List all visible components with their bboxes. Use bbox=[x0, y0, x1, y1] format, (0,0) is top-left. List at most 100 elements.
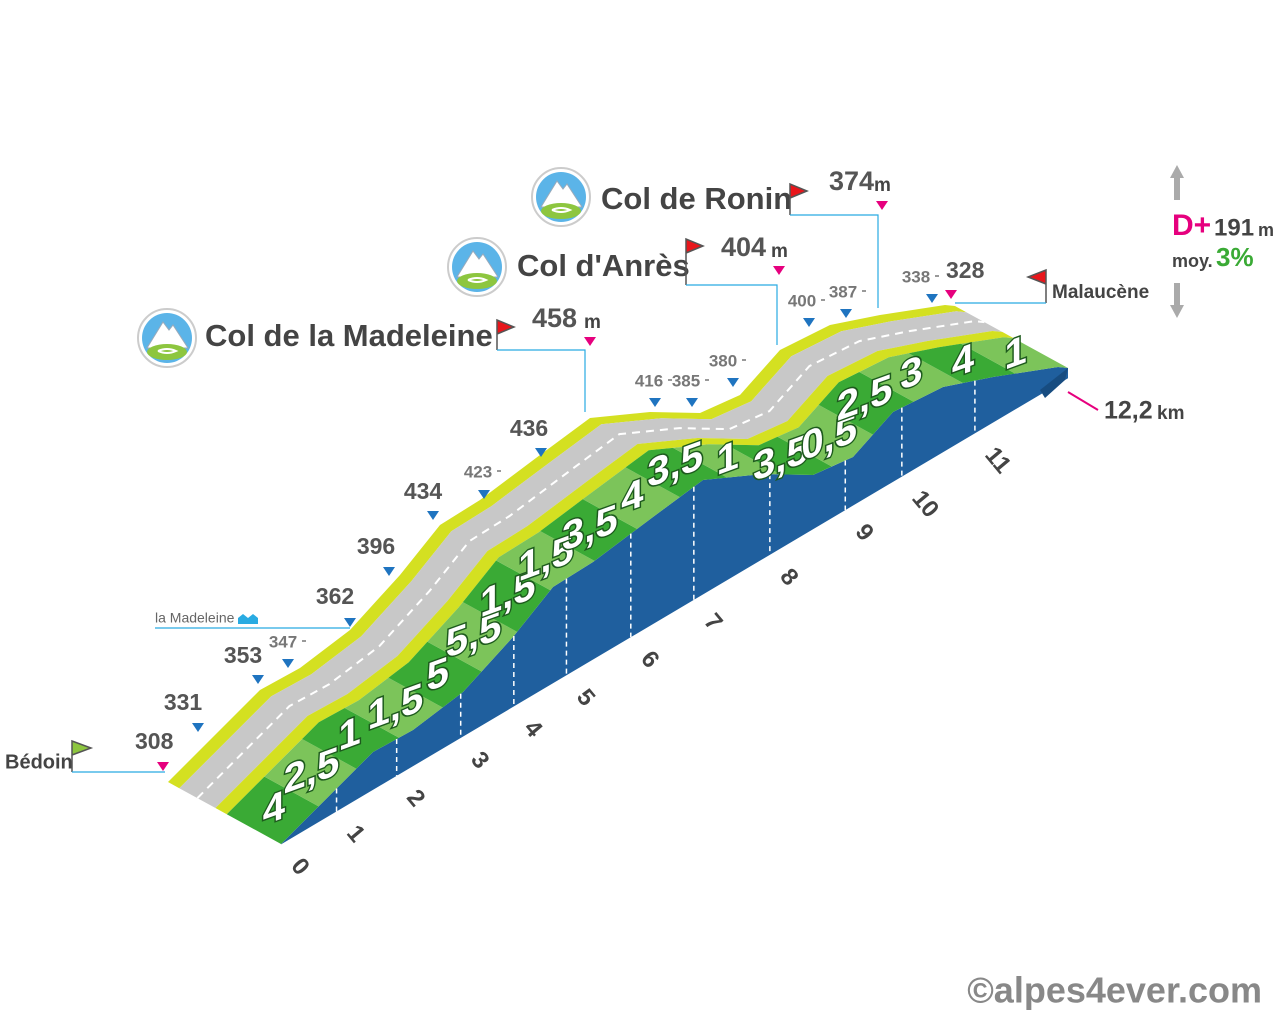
altitude: 396 bbox=[357, 533, 395, 559]
road bbox=[179, 311, 1003, 809]
gain: 191 bbox=[1214, 214, 1254, 241]
km-label: 4 bbox=[518, 715, 548, 743]
marker bbox=[773, 266, 785, 275]
avg: 3% bbox=[1216, 242, 1254, 272]
gradient-segment bbox=[388, 641, 482, 708]
gradient-segment bbox=[777, 404, 873, 467]
pass-altitude: 404 bbox=[721, 232, 766, 262]
wall-end bbox=[1040, 368, 1068, 398]
start-altitude: 308 bbox=[135, 728, 174, 754]
marker bbox=[686, 398, 698, 407]
start-name: Bédoin bbox=[5, 751, 73, 773]
marker bbox=[649, 398, 661, 407]
marker bbox=[584, 337, 596, 346]
connector bbox=[790, 214, 879, 308]
altitude: 434 bbox=[404, 478, 443, 504]
gain-label: D+ bbox=[1172, 209, 1211, 242]
gradient-label: 1 bbox=[339, 707, 361, 760]
gradient-segment bbox=[540, 499, 638, 561]
marker bbox=[945, 290, 957, 299]
km-label: 6 bbox=[635, 646, 664, 674]
flag bbox=[1025, 268, 1047, 303]
marker bbox=[427, 511, 439, 520]
village-icon bbox=[238, 614, 258, 624]
road-ribbon bbox=[168, 305, 1068, 845]
altitude: 436 bbox=[510, 415, 548, 441]
altitude: 353 bbox=[224, 642, 262, 668]
marker bbox=[840, 309, 852, 318]
unit: m bbox=[874, 175, 891, 196]
distance: 12,2 bbox=[1104, 397, 1153, 425]
gradient-segment bbox=[462, 560, 551, 632]
village-name: la Madeleine bbox=[155, 610, 235, 626]
km-label: 7 bbox=[698, 608, 727, 636]
pass-name: Col d'Anrès bbox=[517, 248, 690, 283]
flag bbox=[685, 237, 705, 285]
altitude: 338 bbox=[902, 267, 930, 286]
marker bbox=[478, 490, 490, 499]
altitude: 380 bbox=[709, 351, 737, 370]
gradient-segment bbox=[264, 738, 357, 807]
gradient-segment bbox=[302, 707, 399, 769]
pass-altitude: 374 bbox=[829, 166, 874, 196]
gradient-segment bbox=[726, 436, 832, 475]
arrow-up bbox=[1170, 165, 1184, 200]
km-label: 1 bbox=[341, 820, 370, 848]
finish-name: Malaucène bbox=[1052, 282, 1149, 303]
gradient-segment bbox=[427, 602, 518, 672]
marker bbox=[803, 318, 815, 327]
km-label: 3 bbox=[465, 747, 494, 775]
marker bbox=[926, 294, 938, 303]
pass-altitude: 458 bbox=[532, 303, 577, 333]
km-label: 8 bbox=[774, 563, 803, 591]
finish-altitude: 328 bbox=[946, 257, 985, 283]
km-label: 11 bbox=[979, 442, 1016, 479]
marker bbox=[727, 378, 739, 387]
pass-name: Col de la Madeleine bbox=[205, 318, 493, 353]
unit: m bbox=[1258, 220, 1274, 240]
marker bbox=[344, 618, 356, 627]
km-label: 9 bbox=[850, 519, 879, 547]
wall bbox=[281, 367, 1068, 845]
avg-label: moy. bbox=[1172, 251, 1213, 271]
pass-icon bbox=[447, 237, 507, 297]
marker bbox=[383, 567, 395, 576]
altitude: 416 bbox=[635, 371, 663, 390]
altitude: 387 bbox=[829, 282, 857, 301]
altitude: 331 bbox=[164, 689, 203, 715]
flag bbox=[496, 318, 516, 350]
gradient-segment bbox=[496, 531, 595, 591]
gradient-segment bbox=[859, 353, 963, 402]
gradient-segment bbox=[961, 337, 1068, 374]
gradient-segment bbox=[344, 677, 443, 738]
altitude: 423 bbox=[464, 462, 492, 481]
altitude: 400 bbox=[788, 291, 816, 310]
unit: km bbox=[1157, 403, 1184, 424]
marker bbox=[192, 723, 204, 732]
gradient-label: 3 bbox=[900, 346, 922, 399]
connector bbox=[686, 284, 778, 345]
marker bbox=[282, 659, 294, 668]
gradient-segment bbox=[226, 776, 319, 844]
distance-tick bbox=[1067, 391, 1099, 411]
marker bbox=[252, 675, 264, 684]
gradient-segment bbox=[818, 371, 914, 435]
gradient-label: 5 bbox=[427, 648, 449, 701]
altitude: 362 bbox=[316, 583, 354, 609]
flag bbox=[71, 739, 94, 772]
gradient-label: 1 bbox=[1005, 326, 1027, 379]
km-label: 5 bbox=[571, 684, 600, 712]
pass-name: Col de Ronin bbox=[601, 181, 792, 216]
gradient-segment bbox=[908, 343, 1016, 384]
unit: m bbox=[771, 241, 788, 262]
km-label: 10 bbox=[906, 485, 944, 523]
gradient-label: 1 bbox=[717, 431, 739, 484]
copyright: ©alpes4ever.com bbox=[967, 970, 1262, 1011]
gradient-segment bbox=[673, 444, 781, 478]
marker bbox=[876, 201, 888, 210]
connector bbox=[497, 349, 586, 412]
gradient-segment bbox=[582, 467, 680, 529]
center-line bbox=[196, 320, 985, 799]
gradient-segment bbox=[625, 447, 728, 498]
